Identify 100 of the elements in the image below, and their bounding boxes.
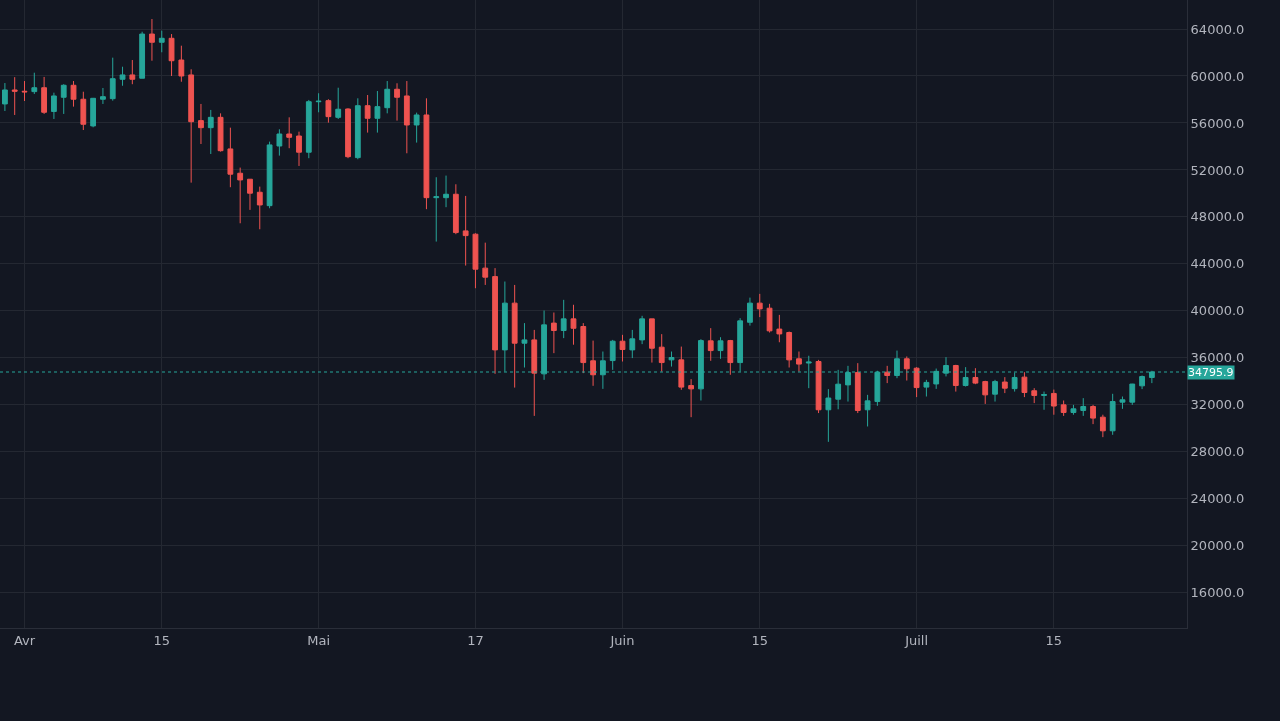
candlestick <box>51 92 57 120</box>
candlestick <box>139 31 146 79</box>
x-tick-label: Avr <box>13 632 36 648</box>
candlestick <box>580 322 587 374</box>
candlestick <box>786 331 793 368</box>
candlestick <box>315 92 322 113</box>
candlestick <box>119 66 126 87</box>
candlestick <box>109 57 116 102</box>
candlestick <box>11 76 18 116</box>
x-tick-label: 15 <box>751 632 769 648</box>
candlestick <box>1109 393 1116 436</box>
candlestick <box>560 299 567 339</box>
candlestick <box>668 351 675 368</box>
candlestick <box>1001 376 1008 394</box>
candlestick <box>198 103 204 145</box>
x-tick-label: 15 <box>1045 632 1063 648</box>
candlestick <box>305 99 312 159</box>
candlestick <box>1129 383 1136 406</box>
candlestick <box>100 87 106 105</box>
candlestick <box>619 334 626 363</box>
candlestick <box>492 267 498 375</box>
y-tick-label: 40000.0 <box>1190 303 1245 319</box>
candlestick <box>639 315 646 345</box>
candlestick <box>903 355 910 382</box>
x-tick-label: Mai <box>307 632 330 648</box>
y-tick-label: 64000.0 <box>1190 21 1245 37</box>
candlestick <box>433 176 440 243</box>
candlestick <box>1139 374 1145 390</box>
candlestick <box>649 318 655 364</box>
candlestick <box>550 312 557 354</box>
candlestick <box>1050 389 1057 416</box>
candlestick <box>149 18 155 62</box>
candlestick <box>384 80 391 114</box>
candlestick <box>403 80 410 154</box>
candlestick <box>443 175 449 208</box>
x-tick-label: 15 <box>153 632 171 648</box>
candlestick <box>952 364 959 393</box>
y-tick-label: 20000.0 <box>1190 538 1245 554</box>
candlestick <box>129 59 136 85</box>
y-tick-label: 52000.0 <box>1190 162 1245 178</box>
candlestick <box>335 87 342 120</box>
candlestick <box>1060 400 1067 417</box>
candlestick <box>766 303 773 333</box>
candlestick <box>727 339 734 376</box>
candlestick <box>982 380 989 405</box>
candlestick <box>217 112 224 153</box>
candlestick <box>1070 404 1077 416</box>
candlestick <box>227 127 234 188</box>
y-tick-label: 48000.0 <box>1190 209 1245 225</box>
y-tick-label: 56000.0 <box>1190 115 1245 131</box>
candlestick <box>256 186 263 230</box>
ref-line-label: 34795.9 <box>1188 366 1234 379</box>
candlestick <box>570 304 577 346</box>
candlestick <box>90 97 97 128</box>
candlestick <box>364 94 371 134</box>
y-tick-label: 60000.0 <box>1190 68 1245 84</box>
candlestick <box>1090 404 1096 425</box>
candlestick <box>511 284 518 389</box>
candlestick <box>1031 387 1038 404</box>
candlestick <box>168 33 175 77</box>
candlestick <box>158 30 165 53</box>
candlestick <box>531 329 538 417</box>
candlestick <box>688 378 695 418</box>
candlestick <box>325 98 332 124</box>
candlestick <box>188 68 195 184</box>
candlestick <box>41 76 48 115</box>
candlestick <box>345 107 351 159</box>
candlestick <box>796 351 802 373</box>
candlestick <box>923 379 930 398</box>
candlestick <box>992 379 998 403</box>
candlestick <box>452 183 459 235</box>
candlestick <box>354 97 361 160</box>
candlestick <box>854 362 861 414</box>
candlestick <box>207 109 214 155</box>
candlestick <box>21 80 28 102</box>
candlestick <box>286 116 293 149</box>
candlestick <box>374 90 381 134</box>
candlestick <box>296 131 302 167</box>
candlestick <box>178 45 185 83</box>
y-tick-label: 28000.0 <box>1190 444 1245 460</box>
candlestick <box>815 359 822 414</box>
candlestick <box>707 327 714 362</box>
candlestick <box>717 336 724 360</box>
candlestick <box>972 367 979 385</box>
candlestick <box>1099 414 1106 438</box>
candlestick <box>629 329 636 359</box>
candlestick <box>1080 397 1087 417</box>
candlestick <box>521 322 528 368</box>
candlestick <box>864 394 871 427</box>
candlestick <box>70 80 77 108</box>
y-tick-label: 36000.0 <box>1190 350 1245 366</box>
x-tick-label: 17 <box>467 632 484 648</box>
candlestick <box>913 366 920 398</box>
candlestick <box>472 232 479 289</box>
candlestick <box>482 242 489 286</box>
candlestick <box>237 167 244 224</box>
candlestick <box>394 82 400 122</box>
candlestick <box>247 178 253 211</box>
candlestick <box>31 72 38 95</box>
candlestick <box>1119 396 1126 410</box>
